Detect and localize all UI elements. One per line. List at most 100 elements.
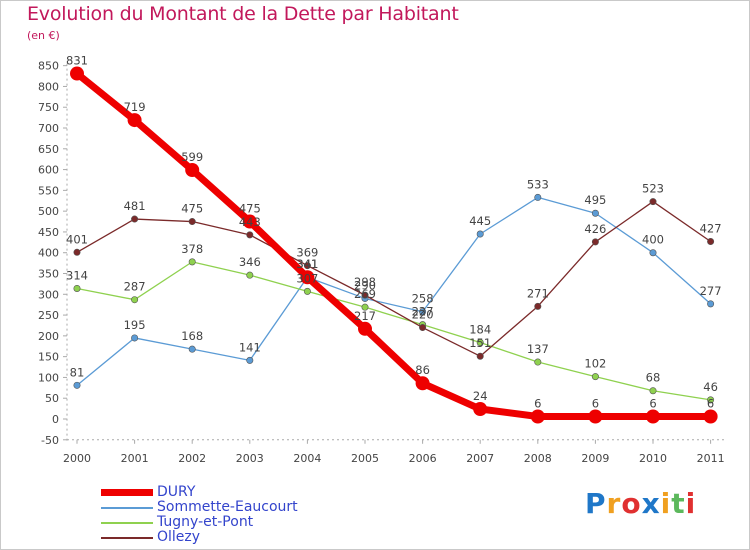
data-point [131, 296, 139, 304]
data-point [419, 324, 427, 332]
data-label: 346 [239, 255, 261, 269]
data-label: 271 [527, 286, 549, 300]
data-label: 6 [534, 397, 541, 411]
x-tick-label: 2007 [466, 452, 494, 465]
data-label: 314 [66, 268, 88, 282]
data-point [188, 345, 196, 353]
x-tick-label: 2002 [178, 452, 206, 465]
data-point [473, 402, 488, 417]
legend: DURY Sommette-Eaucourt Tugny-et-Pont Ollezy [101, 485, 298, 545]
data-point [246, 231, 254, 239]
data-point [242, 214, 257, 229]
data-label: 141 [239, 340, 261, 354]
data-point [246, 271, 254, 279]
data-point [73, 248, 81, 256]
data-point [534, 358, 542, 366]
data-point [534, 302, 542, 310]
data-label: 287 [124, 280, 146, 294]
data-point [649, 249, 657, 257]
data-point [707, 237, 715, 245]
data-point [358, 321, 372, 336]
x-tick-label: 2008 [524, 452, 552, 465]
data-label: 81 [70, 365, 85, 379]
data-label: 307 [296, 271, 318, 285]
data-point [476, 352, 484, 360]
legend-item: Tugny-et-Pont [101, 515, 298, 530]
data-label: 481 [124, 199, 146, 213]
series-line-tugny-et-pont [76, 261, 712, 401]
data-point [188, 258, 196, 266]
data-label: 220 [412, 308, 434, 322]
data-point [419, 308, 427, 316]
data-point [476, 230, 484, 238]
data-label: 6 [649, 397, 656, 411]
brand-letter: t [671, 487, 686, 520]
legend-label: Sommette-Eaucourt [157, 499, 298, 515]
data-label: 217 [354, 309, 376, 323]
data-label: 6 [707, 397, 714, 411]
data-label: 426 [584, 222, 606, 236]
y-tick-label: 0 [52, 413, 59, 426]
y-tick-label: 100 [38, 371, 59, 384]
data-label: 443 [239, 215, 261, 229]
data-point [303, 262, 311, 270]
x-tick-label: 2009 [581, 452, 609, 465]
data-point [246, 356, 254, 364]
data-label: 400 [642, 233, 664, 247]
data-label: 599 [181, 150, 203, 164]
data-label: 495 [584, 193, 606, 207]
data-label: 102 [584, 357, 606, 371]
data-label: 24 [473, 389, 488, 403]
x-tick-label: 2010 [639, 452, 667, 465]
legend-swatch [101, 489, 153, 496]
brand-letter: o [621, 487, 642, 520]
data-label: 46 [703, 380, 718, 394]
data-label: 269 [354, 287, 376, 301]
x-tick-label: 2011 [697, 452, 725, 465]
y-tick-label: 650 [38, 143, 59, 156]
y-tick-label: 600 [38, 164, 59, 177]
legend-label: Tugny-et-Pont [157, 514, 254, 530]
x-tick-label: 2006 [409, 452, 437, 465]
data-point [415, 376, 430, 391]
data-point [649, 198, 657, 206]
brand-letter: i [660, 487, 672, 520]
series-line-sommette-eaucourt [76, 196, 712, 386]
legend-item: Ollezy [101, 530, 298, 545]
data-point [131, 334, 139, 342]
data-label: 369 [296, 246, 318, 260]
data-point [530, 409, 545, 424]
data-point [707, 300, 715, 308]
data-label: 227 [412, 305, 434, 319]
legend-swatch [101, 506, 153, 509]
data-label: 378 [181, 242, 203, 256]
chart-subtitle: (en €) [27, 29, 60, 42]
data-label: 341 [296, 257, 318, 271]
plot-area [67, 59, 727, 449]
data-label: 298 [354, 275, 376, 289]
data-label: 719 [124, 100, 146, 114]
data-label: 341 [296, 257, 318, 271]
legend-swatch [101, 521, 153, 524]
data-label: 86 [415, 363, 430, 377]
brand-letter: x [641, 487, 661, 520]
data-label: 168 [181, 329, 203, 343]
data-point [534, 193, 542, 201]
legend-label: Ollezy [157, 529, 201, 545]
data-label: 475 [181, 202, 203, 216]
x-tick-label: 2001 [121, 452, 149, 465]
data-label: 533 [527, 177, 549, 191]
x-tick-label: 2003 [236, 452, 264, 465]
legend-label: DURY [157, 484, 196, 500]
series-line-dury [73, 70, 715, 421]
data-point [703, 409, 718, 424]
chart-title: Evolution du Montant de la Dette par Hab… [27, 3, 459, 25]
y-tick-label: 750 [38, 101, 59, 114]
data-label: 68 [646, 371, 661, 385]
y-tick-label: 800 [38, 80, 59, 93]
y-tick-label: 500 [38, 205, 59, 218]
data-label: 831 [66, 54, 88, 68]
brand-letter: i [685, 487, 697, 520]
data-point [707, 396, 715, 404]
